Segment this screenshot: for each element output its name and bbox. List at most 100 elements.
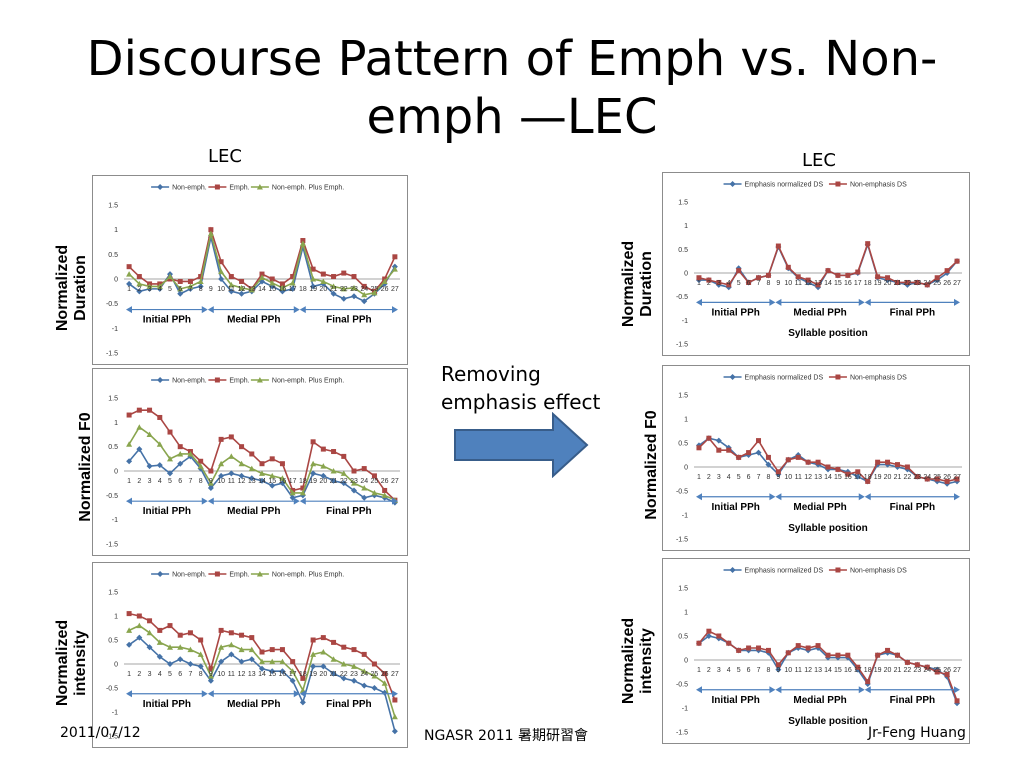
phrase-label: Medial PPh: [793, 695, 846, 706]
data-point: [835, 652, 841, 658]
data-point: [765, 647, 771, 653]
data-point: [894, 652, 900, 658]
data-point: [187, 661, 194, 667]
data-point: [147, 407, 153, 413]
data-point: [320, 649, 327, 655]
phrase-arrow-head: [299, 306, 306, 314]
x-tick-label: 10: [217, 671, 225, 678]
data-point: [865, 679, 871, 685]
data-point: [351, 647, 357, 653]
x-tick-label: 24: [360, 478, 368, 485]
x-tick-label: 16: [279, 671, 287, 678]
x-tick-label: 13: [248, 478, 256, 485]
data-point: [218, 627, 224, 633]
data-point: [330, 670, 337, 677]
data-point: [746, 645, 752, 651]
y-tick-label: -0.5: [106, 493, 118, 500]
data-point: [331, 449, 337, 455]
data-point: [126, 611, 132, 617]
data-point: [136, 613, 142, 619]
x-tick-label: 19: [874, 474, 882, 481]
data-point: [330, 656, 337, 662]
data-point: [340, 661, 347, 667]
x-tick-label: 11: [228, 671, 235, 678]
y-tick-label: 1.5: [678, 393, 688, 400]
data-point: [765, 461, 772, 468]
data-point: [156, 462, 163, 469]
y-tick-label: -0.5: [106, 301, 118, 308]
phrase-arrow-head: [769, 493, 776, 501]
x-tick-label: 15: [268, 478, 276, 485]
data-point: [239, 278, 245, 284]
x-tick-label: 22: [340, 671, 348, 678]
right-arrow-icon: [453, 411, 589, 483]
chart-right-intensity: Emphasis normalized DS Non-emphasis DS 1.5…: [662, 558, 970, 744]
data-point: [361, 291, 368, 298]
data-point: [249, 451, 255, 457]
phrase-arrow-head: [858, 686, 865, 694]
x-tick-label: 22: [904, 280, 912, 287]
x-tick-label: 14: [258, 671, 266, 678]
phrase-arrow-head: [299, 497, 306, 505]
x-tick-label: 18: [299, 671, 307, 678]
x-tick-label: 23: [350, 286, 358, 293]
data-point: [934, 476, 940, 482]
data-point: [198, 637, 204, 643]
x-tick-label: 6: [178, 286, 182, 293]
data-point: [228, 288, 235, 295]
data-point: [259, 477, 265, 484]
y-tick-label: 0: [114, 469, 118, 476]
x-tick-label: 14: [824, 474, 832, 481]
phrase-arrow-head: [392, 306, 398, 314]
data-point: [269, 482, 276, 489]
legend-marker: [729, 374, 736, 380]
data-point: [696, 275, 702, 281]
data-point: [136, 274, 142, 280]
phrase-label: Final PPh: [890, 502, 936, 513]
chart-legend: Emphasis normalized DS Non-emphasis DS: [723, 374, 907, 382]
data-point: [351, 293, 357, 300]
data-point: [330, 468, 337, 474]
x-tick-label: 18: [864, 280, 872, 287]
chart-right-f0: Emphasis normalized DS Non-emphasis DS 1.5…: [662, 365, 970, 551]
data-point: [228, 281, 235, 288]
x-tick-label: 20: [319, 286, 327, 293]
x-tick-label: 25: [933, 474, 941, 481]
phrase-arrow-head: [954, 298, 960, 306]
data-point: [279, 461, 285, 467]
data-point: [126, 641, 133, 648]
data-point: [805, 459, 811, 465]
phrase-arrow-head: [126, 690, 132, 698]
phrase-label: Medial PPh: [793, 502, 846, 513]
x-tick-label: 21: [330, 671, 338, 678]
phrase-arrow-head: [299, 690, 306, 698]
x-tick-label: 13: [248, 671, 256, 678]
y-tick-label: 1: [684, 223, 688, 230]
data-point: [382, 487, 388, 493]
x-tick-label: 5: [168, 478, 172, 485]
data-point: [705, 633, 712, 639]
legend-entry: Non-emphasis DS: [850, 375, 907, 382]
data-point: [269, 456, 275, 462]
x-tick-label: 5: [737, 280, 741, 287]
x-axis-title: Syllable position: [788, 523, 867, 534]
legend-entry: Emphasis normalized DS: [745, 568, 824, 575]
data-point: [218, 658, 225, 665]
data-point: [259, 461, 265, 467]
data-point: [228, 641, 235, 648]
data-point: [126, 627, 133, 633]
data-point: [361, 283, 367, 289]
x-tick-label: 11: [795, 280, 802, 287]
x-tick-label: 1: [697, 667, 701, 674]
data-point: [351, 663, 357, 669]
data-point: [300, 675, 306, 681]
legend-marker: [256, 184, 263, 190]
data-point: [290, 659, 296, 665]
data-point: [894, 279, 900, 285]
x-tick-label: 27: [953, 474, 961, 481]
data-point: [894, 462, 900, 468]
data-point: [954, 476, 960, 482]
y-tick-label: -1: [682, 513, 688, 520]
x-tick-label: 22: [904, 667, 912, 674]
x-tick-label: 4: [158, 478, 162, 485]
